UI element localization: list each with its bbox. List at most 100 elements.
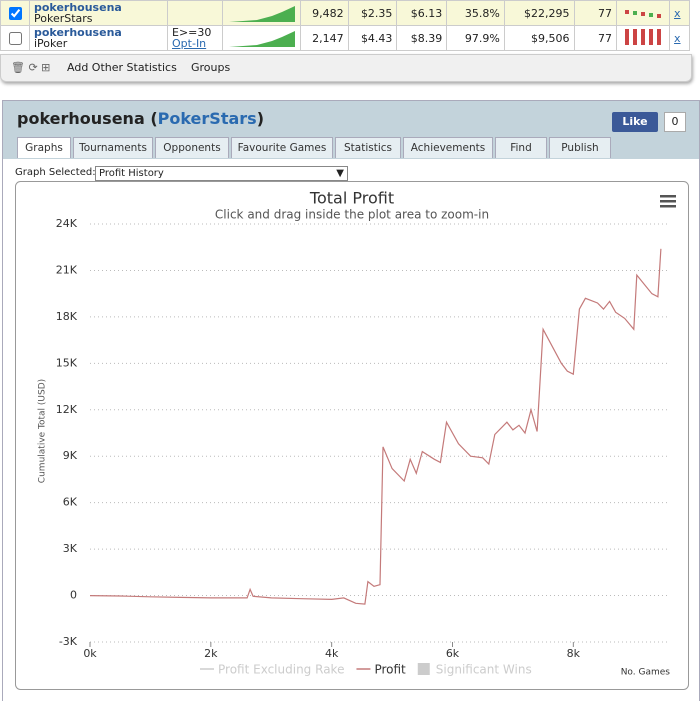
y-tick-label: 6K	[63, 496, 78, 509]
y-tick-label: 0	[70, 589, 77, 602]
user: pokerhousena	[17, 109, 145, 128]
stat: 2,147	[312, 31, 344, 45]
mini-bar	[649, 28, 654, 45]
cell: 2,147	[299, 25, 349, 51]
paren: )	[256, 109, 264, 128]
graph-select[interactable]: Profit History ▼	[95, 166, 348, 181]
legend-label[interactable]: Profit Excluding Rake	[218, 663, 344, 677]
stats-row: pokerhousena PokerStars 9,482 $2.35 $6.13 35.…	[0, 0, 690, 26]
cell: 77	[573, 0, 618, 26]
remove-link[interactable]: x	[674, 6, 681, 20]
player-name[interactable]: pokerhousena	[34, 1, 122, 14]
cell	[0, 0, 30, 26]
cell	[616, 25, 671, 51]
row-checkbox[interactable]	[9, 31, 22, 45]
select-arrow: ▼	[336, 168, 344, 179]
tab[interactable]: Statistics	[335, 137, 401, 158]
cell: E>=30 Opt-In	[167, 25, 223, 51]
player-site: iPoker	[34, 37, 68, 50]
remove-link[interactable]: x	[674, 31, 681, 45]
mini-bars	[625, 9, 662, 18]
mini-bar	[625, 28, 630, 45]
stat: $4.43	[360, 31, 393, 45]
mini-bar	[657, 28, 662, 45]
graph-select-value: Profit History	[99, 168, 164, 179]
tab[interactable]: Find	[495, 137, 547, 158]
cell: pokerhousena iPoker	[28, 25, 169, 51]
chart-title: Total Profit	[309, 189, 394, 208]
cell	[616, 0, 671, 26]
mini-bar	[649, 12, 654, 17]
tab[interactable]: Tournaments	[73, 137, 153, 158]
stats-row: pokerhousena iPoker E>=30 Opt-In 2,147 $4.43 $…	[0, 25, 690, 51]
y-axis-label: Cumulative Total (USD)	[38, 379, 48, 483]
row-checkbox[interactable]	[9, 6, 22, 20]
legend-label[interactable]: Profit	[374, 663, 406, 677]
groups[interactable]: Groups	[191, 61, 231, 74]
stat: 35.8%	[464, 6, 500, 20]
legend-label[interactable]: Significant Wins	[436, 663, 532, 677]
cell	[0, 25, 30, 51]
mini-bar	[641, 28, 646, 45]
toolbar-icons: 🗑 ⟳ ⊞	[11, 61, 51, 74]
sparkline	[228, 5, 295, 22]
cell: 77	[573, 25, 618, 51]
stat: $8.39	[410, 31, 443, 45]
player-site: PokerStars	[34, 12, 93, 25]
y-tick-label: 24K	[56, 217, 78, 230]
stats-table: pokerhousena PokerStars 9,482 $2.35 $6.13 35.…	[0, 0, 690, 51]
cell: $2.35	[347, 0, 398, 26]
x-tick-label: 6k	[446, 647, 460, 660]
profile-title: pokerhousena (PokerStars)	[17, 109, 264, 128]
like-count: 0	[664, 112, 686, 132]
stat: $2.35	[360, 6, 393, 20]
y-tick-label: 15K	[56, 356, 78, 369]
stat: 9,482	[312, 6, 344, 20]
chart-subtitle: Click and drag inside the plot area to z…	[215, 208, 489, 222]
stat: 77	[598, 31, 613, 45]
y-tick-label: 12K	[56, 403, 78, 416]
stat: $9,506	[531, 31, 570, 45]
x-tick-label: 8k	[567, 647, 581, 660]
cell: $22,295	[503, 0, 575, 26]
cell: $8.39	[396, 25, 448, 51]
y-tick-label: 18K	[56, 310, 78, 323]
like-button[interactable]: Like	[612, 112, 658, 132]
stat: $22,295	[524, 6, 570, 20]
cell: 9,482	[299, 0, 349, 26]
cell	[221, 25, 301, 51]
tab[interactable]: Achievements	[403, 137, 493, 158]
profile-header: pokerhousena (PokerStars) Like 0 Graphs T…	[3, 101, 699, 159]
x-tick-label: 4k	[325, 647, 339, 660]
mini-bar	[657, 13, 662, 18]
x-axis-label: No. Games	[621, 668, 671, 678]
cell	[221, 0, 301, 26]
site[interactable]: PokerStars	[157, 109, 257, 128]
x-tick-label: 0k	[83, 647, 97, 660]
tab[interactable]: Publish	[549, 137, 611, 158]
cell	[167, 0, 223, 26]
mini-bar	[633, 10, 638, 15]
add-stats[interactable]: Add Other Statistics	[67, 61, 177, 74]
mini-bars	[625, 28, 662, 45]
legend-swatch	[417, 663, 430, 675]
y-tick-label: 3K	[63, 542, 78, 555]
stat: 97.9%	[464, 31, 500, 45]
x-tick-label: 2k	[204, 647, 218, 660]
y-tick-label: 9K	[63, 449, 78, 462]
cell: 35.8%	[446, 0, 505, 26]
player-name[interactable]: pokerhousena	[34, 26, 122, 39]
tab[interactable]: Favourite Games	[231, 137, 333, 158]
menu-icon[interactable]	[660, 195, 676, 208]
cell: pokerhousena PokerStars	[28, 0, 169, 26]
y-tick-label: -3K	[59, 635, 78, 648]
cell: $4.43	[347, 25, 398, 51]
tab[interactable]: Graphs	[17, 137, 71, 158]
mini-bar	[633, 28, 638, 45]
y-tick-label: 21K	[56, 263, 78, 276]
chart-frame	[15, 181, 689, 690]
chart: Total Profit Click and drag inside the p…	[15, 181, 689, 690]
mini-bar	[625, 9, 630, 14]
tab[interactable]: Opponents	[155, 137, 229, 158]
filter-link[interactable]: Opt-In	[172, 37, 207, 50]
